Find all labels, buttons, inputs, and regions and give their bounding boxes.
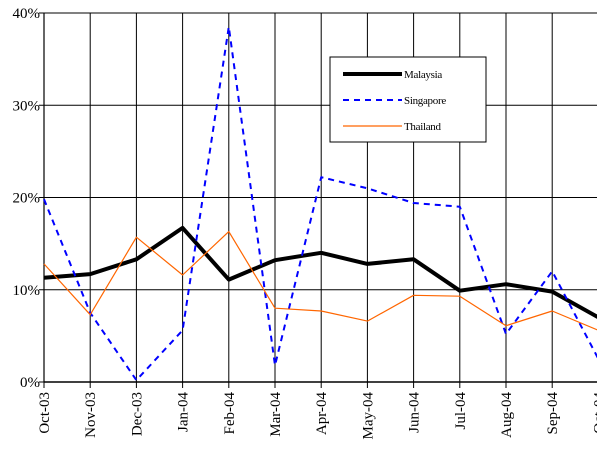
legend-label-thailand: Thailand	[404, 121, 441, 133]
grid	[44, 13, 597, 382]
legend: Malaysia Singapore Thailand	[330, 57, 486, 142]
y-tick-label: 0%	[20, 375, 40, 391]
x-tick-label: Dec-03	[129, 392, 145, 436]
y-tick-label: 30%	[13, 98, 41, 114]
legend-label-singapore: Singapore	[404, 95, 446, 107]
legend-label-malaysia: Malaysia	[404, 69, 442, 81]
x-tick-label: Oct-04	[591, 392, 597, 434]
x-axis-tick-labels: Oct-03 Nov-03 Dec-03 Jan-04 Feb-04 Mar-04 Apr-…	[37, 392, 597, 440]
x-tick-label: Apr-04	[314, 392, 330, 436]
y-tick-label: 10%	[13, 283, 41, 299]
x-tick-label: Jun-04	[407, 392, 423, 433]
x-tick-label: Nov-03	[83, 392, 99, 438]
y-tick-label: 20%	[13, 191, 41, 207]
x-tick-label: Oct-03	[37, 392, 53, 434]
y-axis-tick-labels: 0% 10% 20% 30% 40%	[13, 6, 41, 391]
x-tick-label: May-04	[360, 392, 376, 440]
series-lines	[44, 27, 597, 380]
x-tick-label: Jul-04	[453, 392, 469, 430]
x-tick-label: Feb-04	[222, 392, 238, 435]
x-tick-label: Aug-04	[499, 392, 515, 438]
x-tick-label: Mar-04	[268, 392, 284, 437]
series-line-thailand	[44, 232, 597, 331]
series-line-malaysia	[44, 228, 597, 318]
y-tick-label: 40%	[13, 6, 41, 22]
series-line-singapore	[44, 27, 597, 380]
x-tick-label: Jan-04	[176, 392, 192, 432]
x-tick-label: Sep-04	[545, 392, 561, 435]
axes	[39, 13, 597, 388]
